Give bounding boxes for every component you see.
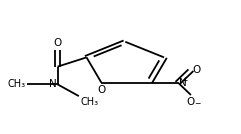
Text: O: O xyxy=(187,97,195,107)
Text: O: O xyxy=(192,65,200,75)
Text: +: + xyxy=(181,76,188,85)
Text: CH₃: CH₃ xyxy=(80,97,98,107)
Text: N: N xyxy=(48,79,56,89)
Text: O: O xyxy=(53,38,62,48)
Text: O: O xyxy=(97,85,106,95)
Text: CH₃: CH₃ xyxy=(7,79,25,89)
Text: −: − xyxy=(194,99,201,108)
Text: N: N xyxy=(179,78,187,88)
